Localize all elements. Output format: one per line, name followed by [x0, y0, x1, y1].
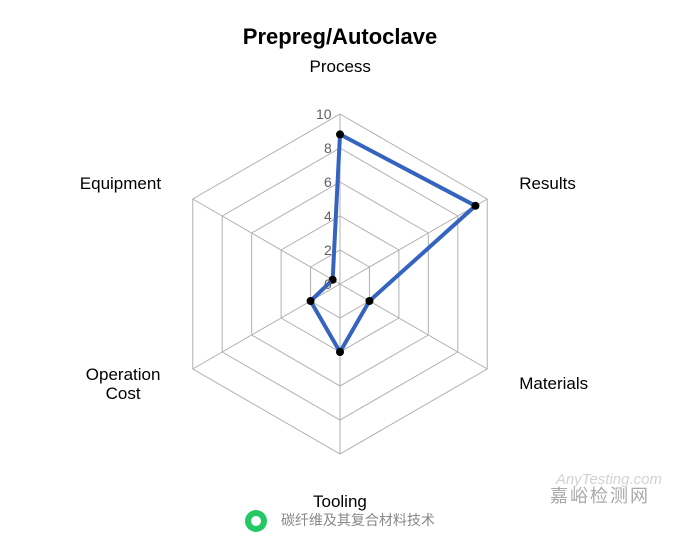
data-point: [307, 297, 315, 305]
tick-label: 2: [324, 243, 332, 257]
footer: 碳纤维及其复合材料技术: [0, 510, 680, 532]
wechat-icon: [245, 510, 267, 532]
data-point: [471, 202, 479, 210]
axis-label: Results: [519, 174, 576, 194]
tick-label: 6: [324, 175, 332, 189]
tick-label: 10: [316, 107, 332, 121]
data-point: [336, 348, 344, 356]
data-series-line: [311, 134, 476, 352]
tick-label: 4: [324, 209, 332, 223]
radar-chart-container: Prepreg/Autoclave ProcessResultsMaterial…: [0, 0, 680, 544]
tick-label: 0: [324, 277, 332, 291]
data-point: [336, 130, 344, 138]
radar-chart-svg: [0, 0, 680, 544]
data-point: [365, 297, 373, 305]
axis-label: Equipment: [80, 174, 161, 194]
axis-label: Tooling: [313, 492, 367, 512]
axis-label: Process: [310, 57, 371, 77]
footer-text: 碳纤维及其复合材料技术: [281, 512, 435, 528]
watermark-jiayu: 嘉峪检测网: [550, 482, 650, 508]
axis-label: Operation Cost: [86, 365, 161, 404]
axis-label: Materials: [519, 374, 588, 394]
tick-label: 8: [324, 141, 332, 155]
